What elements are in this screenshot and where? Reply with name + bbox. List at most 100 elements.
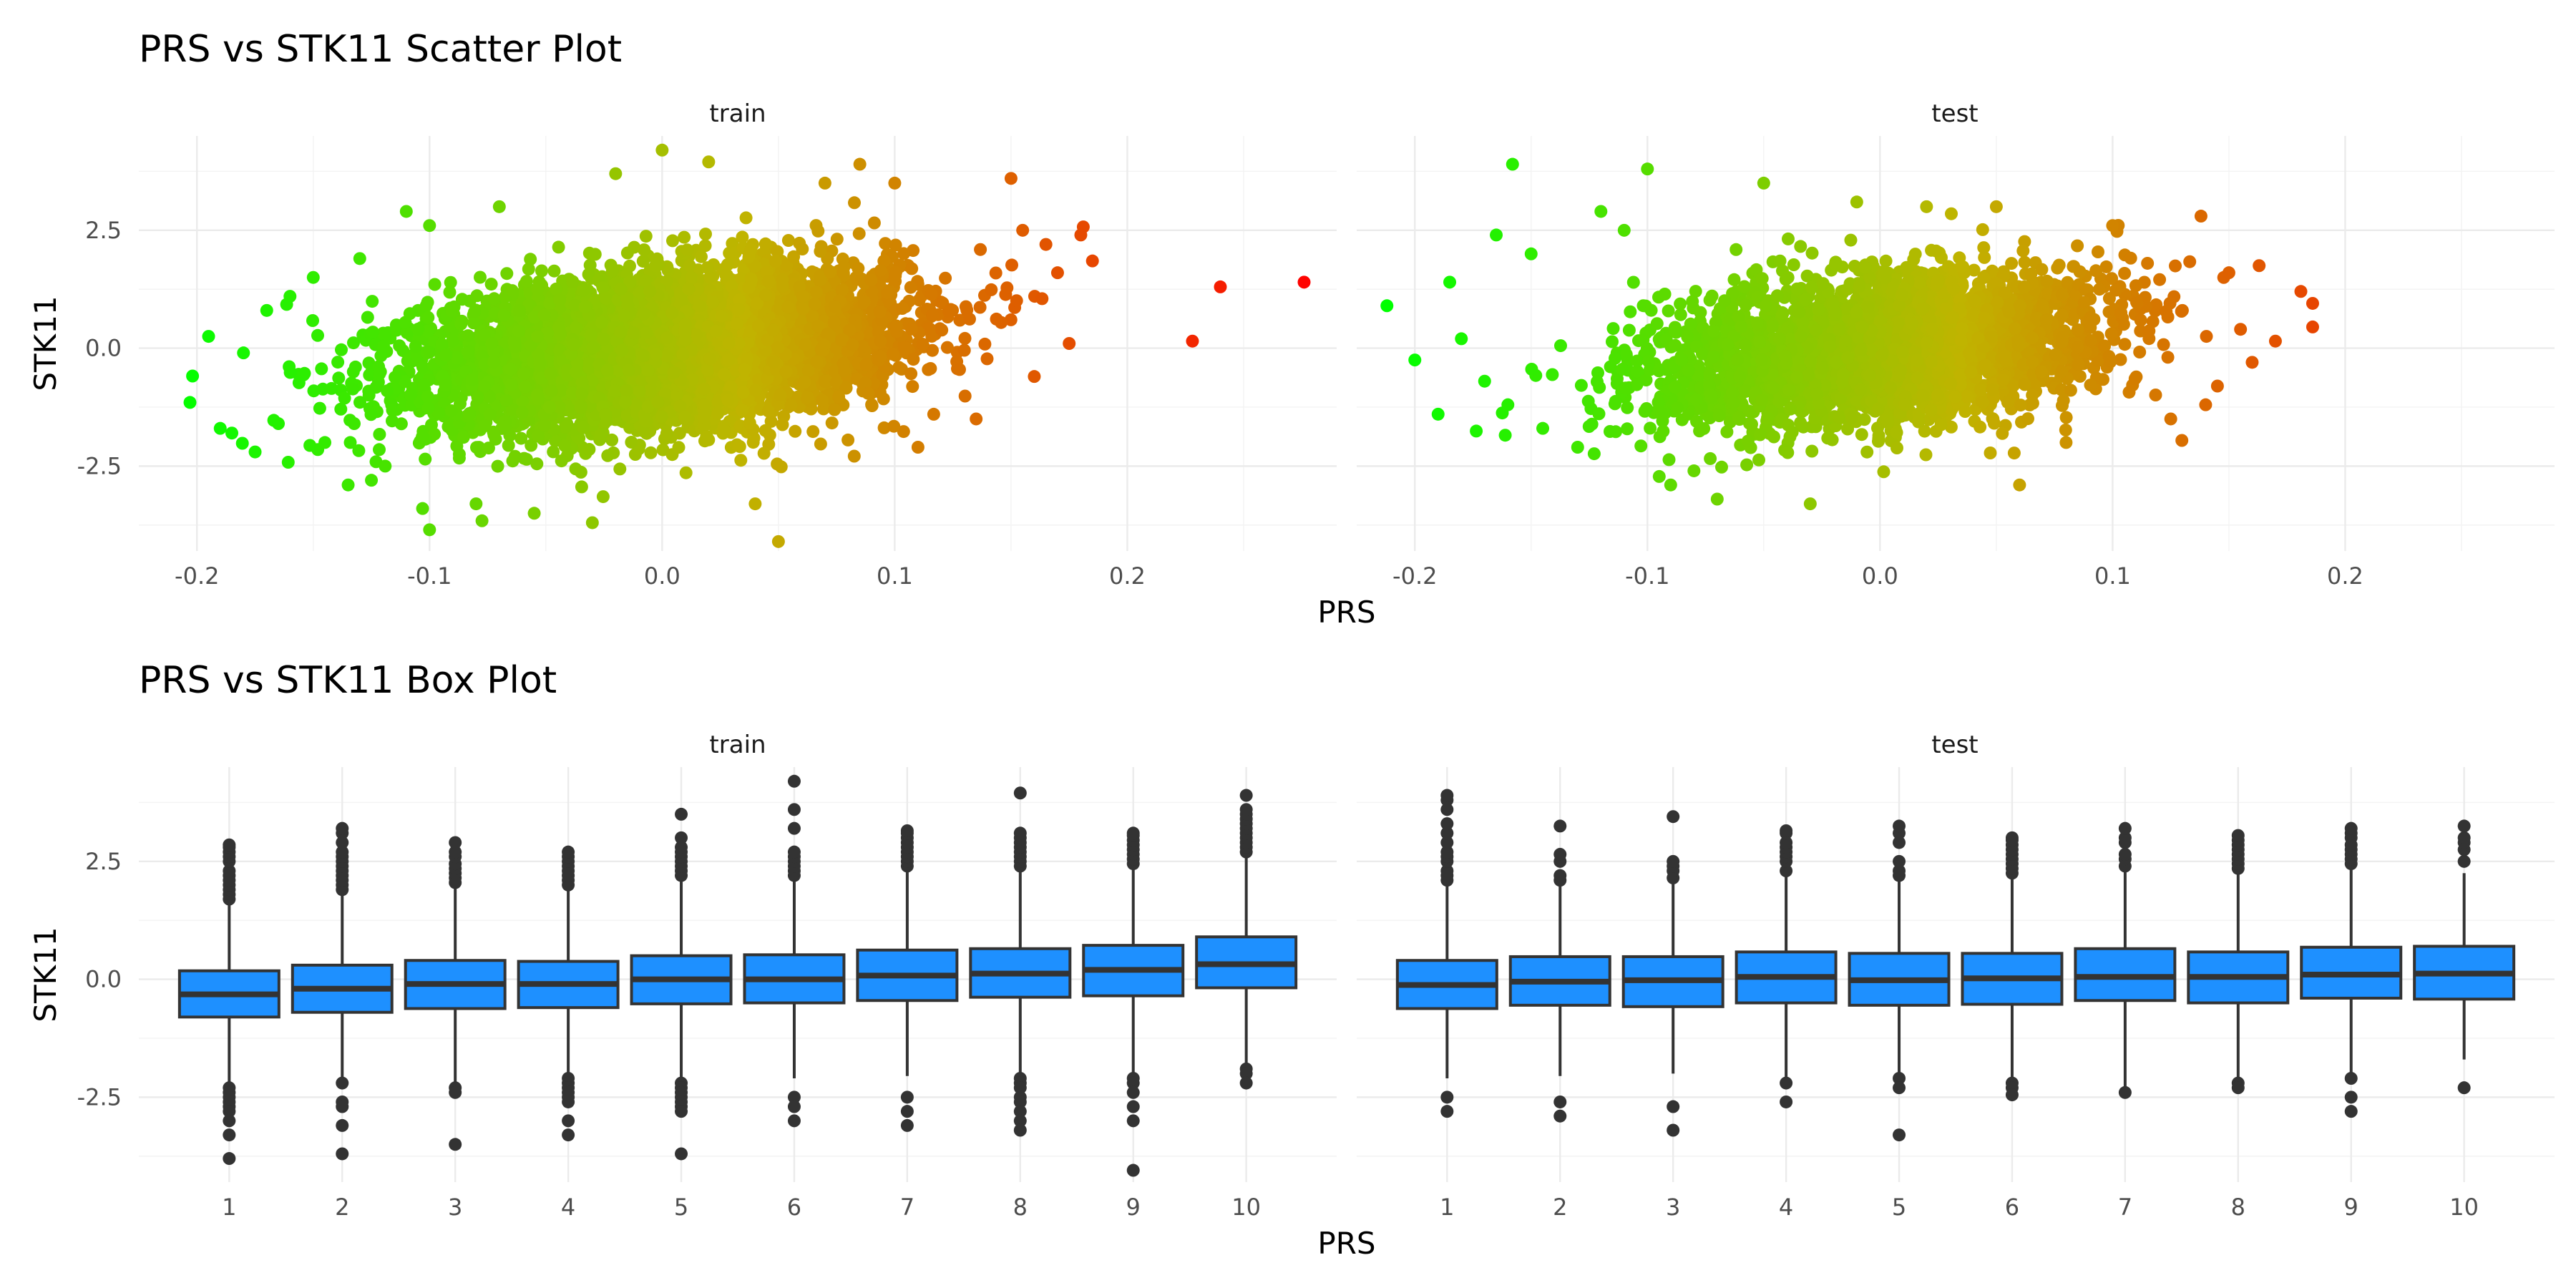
scatter-point [335, 343, 348, 356]
scatter-point [887, 419, 901, 433]
scatter-point [364, 408, 378, 421]
scatter-point [666, 234, 679, 248]
scatter-point [841, 433, 855, 447]
scatter-point [811, 224, 825, 238]
scatter-point [502, 439, 515, 452]
scatter-point [334, 402, 348, 416]
scatter-point [695, 250, 708, 263]
scatter-point [558, 439, 572, 452]
scatter-point [814, 437, 827, 451]
scatter-point [386, 414, 399, 428]
scatter-point [361, 311, 374, 324]
scatter-point [953, 313, 967, 327]
scatter-point [444, 275, 457, 289]
scatter-point [683, 259, 696, 273]
scatter-point [889, 319, 903, 333]
scatter-point [818, 374, 831, 388]
scatter-point [428, 278, 441, 291]
scatter-point [699, 228, 712, 241]
scatter-point [889, 265, 902, 279]
scatter-point [701, 430, 713, 444]
scatter-point [416, 360, 429, 374]
scatter-point [847, 449, 861, 463]
scatter-point [524, 253, 537, 266]
scatter-point [758, 237, 772, 250]
scatter-point [836, 283, 849, 297]
scatter-point [235, 436, 249, 450]
scatter-point [292, 376, 306, 389]
scatter-point [186, 369, 200, 383]
scatter-point [926, 343, 939, 357]
scatter-point [867, 216, 881, 230]
scatter-point [764, 414, 778, 428]
scatter-point [739, 211, 753, 225]
scatter-point [348, 360, 362, 374]
scatter-point [940, 341, 954, 354]
scatter-point [555, 454, 568, 468]
scatter-point [761, 404, 775, 418]
scatter-point [475, 514, 489, 527]
scatter-point [452, 447, 466, 461]
scatter-point [672, 441, 686, 454]
scatter-point [620, 246, 634, 260]
scatter-point [1005, 258, 1018, 272]
scatter-point [605, 433, 619, 447]
scatter-point [462, 329, 475, 343]
scatter-point [419, 452, 432, 466]
scatter-title: PRS vs STK11 Scatter Plot [139, 28, 622, 71]
scatter-point [758, 424, 772, 437]
scatter-point [825, 416, 839, 430]
scatter-point [904, 280, 917, 294]
scatter-point [422, 346, 436, 359]
scatter-point [547, 264, 561, 278]
scatter-point [381, 384, 394, 398]
scatter-point [980, 352, 994, 366]
scatter-point [373, 428, 386, 441]
scatter-point [348, 417, 361, 430]
scatter-point [313, 401, 326, 415]
scatter-point [679, 466, 693, 479]
scatter-point [338, 391, 351, 405]
scatter-point [852, 262, 865, 275]
scatter-point [1035, 292, 1049, 306]
scatter-point [535, 264, 548, 278]
scatter-point [419, 299, 433, 313]
scatter-point [421, 390, 434, 404]
scatter-point [978, 337, 992, 351]
scatter-point [393, 339, 406, 353]
scatter-point [283, 366, 297, 379]
scatter-point [347, 336, 360, 350]
scatter-point [781, 234, 795, 247]
scatter-point [789, 424, 802, 438]
scatter-point [1004, 313, 1018, 326]
scatter-panel-train: -2.50.02.5 -0.2 -0.1 0.0 0.1 0.2 [77, 136, 1337, 590]
scatter-point [303, 439, 317, 452]
scatter-point [416, 430, 429, 444]
scatter-point [366, 295, 379, 308]
scatter-point [588, 248, 602, 261]
scatter-point [848, 196, 861, 210]
scatter-point [830, 233, 844, 246]
scatter-point [784, 399, 798, 412]
scatter-point [865, 398, 879, 411]
scatter-point [498, 420, 512, 434]
scatter-point [379, 459, 392, 473]
scatter-point [508, 449, 522, 463]
scatter-point [660, 426, 673, 440]
scatter-point [552, 240, 565, 254]
scatter-point [353, 396, 366, 409]
scatter-point [989, 266, 1002, 280]
scatter-point [547, 445, 560, 459]
scatter-point [519, 275, 533, 288]
scatter-point [352, 444, 366, 457]
scatter-point [734, 454, 748, 467]
scatter-point [281, 456, 295, 469]
scatter-strip-train: train [709, 99, 766, 128]
scatter-point [636, 255, 650, 268]
scatter-point [958, 389, 972, 403]
scatter-point [582, 443, 596, 456]
scatter-point [717, 423, 731, 436]
scatter-point [505, 284, 519, 298]
scatter-point [644, 446, 658, 459]
